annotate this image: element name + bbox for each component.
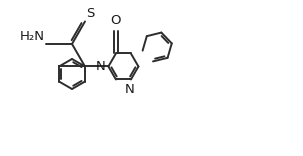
Text: O: O bbox=[111, 14, 121, 27]
Text: H₂N: H₂N bbox=[20, 30, 45, 43]
Text: N: N bbox=[96, 60, 105, 73]
Text: S: S bbox=[86, 7, 94, 20]
Text: N: N bbox=[125, 83, 135, 97]
